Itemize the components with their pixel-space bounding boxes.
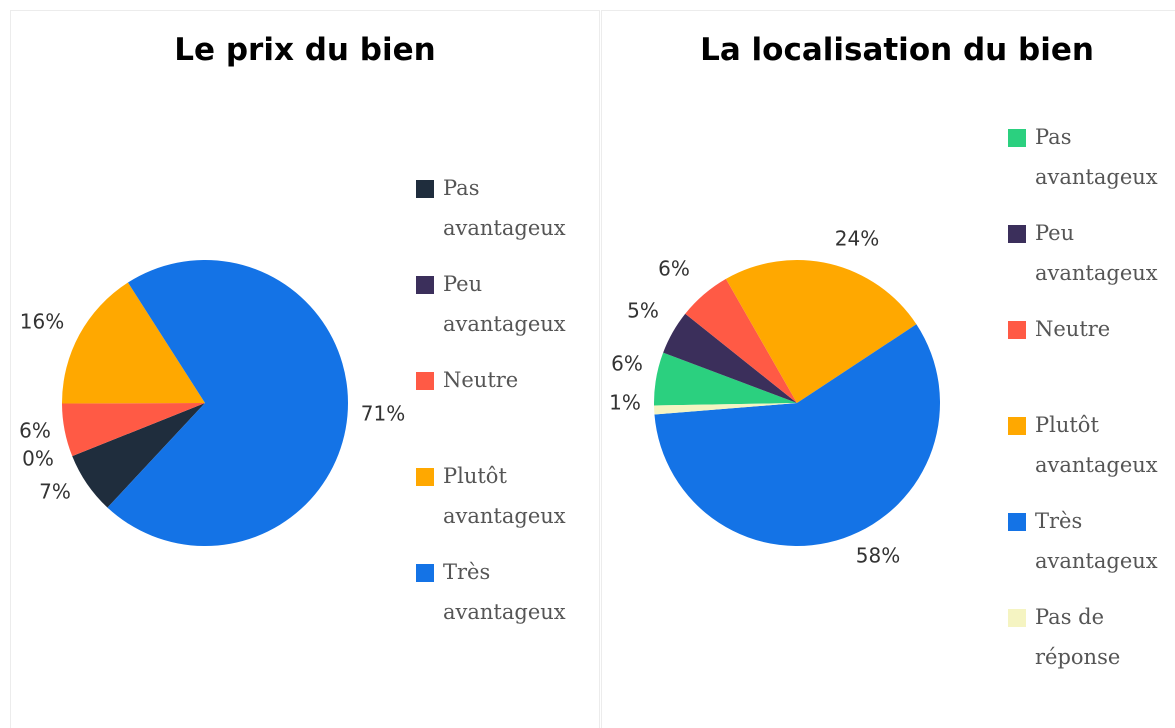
legend-label: Neutre [443,368,519,392]
legend-swatch [1008,321,1026,339]
legend-swatch [1008,417,1026,435]
data-label: 16% [20,310,64,334]
legend-label: Plutôt avantageux [443,464,566,528]
panel [601,10,1175,728]
legend-label: Neutre [1035,317,1111,341]
legend-swatch [1008,609,1026,627]
legend-swatch [1008,129,1026,147]
legend: Pas avantageux Peu avantageux Neutre Plutôt… [1008,117,1165,693]
data-label: 0% [22,447,54,471]
data-label: 6% [658,257,690,281]
pie-slice [62,282,205,404]
legend-swatch [1008,225,1026,243]
legend-item: Neutre [1008,309,1165,405]
pie-slice [107,260,348,546]
pie-slice [654,324,941,547]
legend-label: Très avantageux [443,560,566,624]
legend-swatch [416,564,434,582]
data-label: 6% [611,352,643,376]
data-label: 71% [361,402,405,426]
data-label: 1% [609,391,641,415]
pie-slice [663,313,797,403]
legend-item: Très avantageux [1008,501,1165,597]
data-label: 7% [39,480,71,504]
pie-slice [654,403,797,415]
data-label: 58% [856,544,900,568]
legend-label: Peu avantageux [1035,221,1158,285]
legend-swatch [416,372,434,390]
legend-label: Pas avantageux [443,176,566,240]
legend-label: Peu avantageux [443,272,566,336]
legend-item: Pas avantageux [416,168,573,264]
panel [10,10,600,728]
chart-title: La localisation du bien [700,32,1094,68]
legend-item: Peu avantageux [416,264,573,360]
pie-slice [725,260,917,403]
legend-label: Très avantageux [1035,509,1158,573]
pie-slice [62,403,205,457]
data-label: 6% [19,419,51,443]
legend-swatch [1008,513,1026,531]
legend-swatch [416,276,434,294]
legend-item: Pas avantageux [1008,117,1165,213]
legend-label: Plutôt avantageux [1035,413,1158,477]
legend-swatch [416,180,434,198]
legend-item: Très avantageux [416,552,573,648]
data-label: 24% [835,227,879,251]
legend-item: Plutôt avantageux [416,456,573,552]
legend-item: Neutre [416,360,573,456]
legend-label: Pas de réponse [1035,605,1121,669]
legend-item: Pas de réponse [1008,597,1165,693]
legend: Pas avantageux Peu avantageux Neutre Plutôt… [416,168,573,648]
data-label: 5% [627,299,659,323]
legend-item: Peu avantageux [1008,213,1165,309]
pie-slice [654,352,797,406]
legend-label: Pas avantageux [1035,125,1158,189]
legend-item: Plutôt avantageux [1008,405,1165,501]
pie-slice [685,278,797,403]
chart-title: Le prix du bien [174,32,435,68]
pie-slice [72,403,205,508]
legend-swatch [416,468,434,486]
